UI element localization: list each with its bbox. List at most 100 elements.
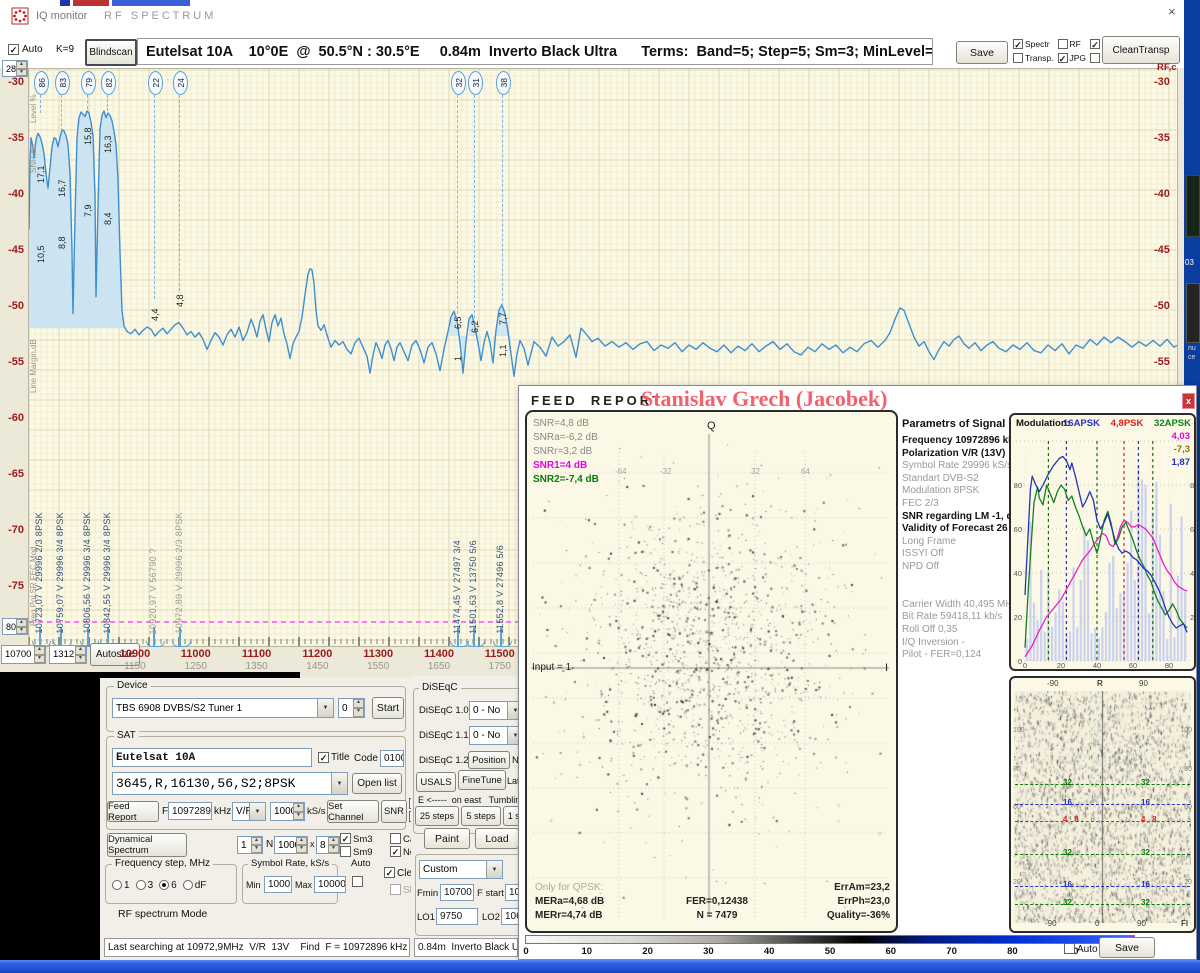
- lo1-field[interactable]: 9750: [436, 908, 478, 925]
- tuner-select[interactable]: TBS 6908 DVBS/S2 Tuner 1 ▼: [112, 698, 334, 718]
- scan-info-field: Eutelsat 10A 10°0E @ 50.5°N : 30.5°E 0.8…: [137, 38, 933, 65]
- desktop-icon-label: nu ce: [1188, 345, 1196, 361]
- fstart-field[interactable]: 10700: [505, 884, 518, 901]
- carrier-marker-badge: 24: [173, 71, 188, 95]
- signal-param-line: Standart DVB-S2: [902, 472, 979, 484]
- auto-checkbox[interactable]: ✓: [8, 44, 19, 55]
- toolbar-option-jpg[interactable]: ✓ JPG: [1057, 51, 1086, 65]
- diseqc-step-button[interactable]: 5 steps: [461, 806, 501, 826]
- dynamical-spectrum-button[interactable]: Dynamical Spectrum: [107, 833, 187, 857]
- feed-save-button[interactable]: Save: [1099, 937, 1155, 958]
- level-top-spinner[interactable]: 28 ▲ ▼: [2, 60, 28, 77]
- transponder-label: 10806,56 V 29996 3/4 8PSK: [82, 512, 92, 634]
- diseqc-panel: DiSEqC DiSEqC 1.0 0 - No ▼ DiSEqC 1.1 0 - No…: [411, 676, 518, 960]
- radio-icon[interactable]: [112, 880, 122, 890]
- set-channel-button[interactable]: Set Channel: [327, 800, 379, 823]
- checkbox-icon[interactable]: [1057, 39, 1068, 49]
- diseqc-step-button[interactable]: 1 step: [503, 806, 518, 826]
- fmin-spinner[interactable]: 10700 ▲ ▼: [1, 645, 46, 664]
- diseqc-row-select[interactable]: 0 - No ▼: [469, 726, 518, 745]
- diseqc-step-button[interactable]: 25 steps: [415, 806, 459, 826]
- lo2-field[interactable]: 10600: [501, 908, 518, 925]
- x-axis-if-label: 1350: [245, 661, 268, 672]
- constellation-stat: MERa=4,68 dB: [535, 896, 605, 907]
- taskbar[interactable]: [0, 960, 1200, 973]
- sm9-checkbox[interactable]: [340, 846, 351, 857]
- satellite-name-field[interactable]: Eutelsat 10A: [112, 748, 312, 767]
- feed-report-button[interactable]: Feed Report: [107, 801, 159, 823]
- noise-checkbox[interactable]: ✓: [390, 846, 401, 857]
- channel-select[interactable]: 3645,R,16130,56,S2;8PSK ▼: [112, 772, 348, 795]
- window-close-icon[interactable]: ×: [1168, 4, 1176, 19]
- fi-threshold-label: 32: [1141, 848, 1150, 857]
- lnb-type-select[interactable]: Custom ▼: [419, 860, 503, 879]
- level-bottom-spinner[interactable]: 80 ▲ ▼: [2, 618, 28, 635]
- show-iq-checkbox[interactable]: [390, 884, 401, 895]
- calibr-checkbox[interactable]: [390, 833, 401, 844]
- radio-icon[interactable]: [135, 880, 146, 890]
- fi-threshold-label: 4 8: [1063, 815, 1079, 824]
- toolbar-option-spectr[interactable]: ✓ Spectr: [1013, 37, 1054, 51]
- title-checkbox[interactable]: ✓: [318, 752, 329, 763]
- checkbox-icon[interactable]: ✓: [1090, 39, 1101, 50]
- snr-button[interactable]: SNR: [381, 800, 407, 823]
- radio-icon[interactable]: [182, 880, 193, 890]
- khz-label: kHz: [214, 806, 232, 817]
- paint-button[interactable]: Paint: [424, 828, 470, 849]
- carrier-margin-label: 8,4: [103, 212, 113, 225]
- min-field[interactable]: 1000: [264, 876, 292, 893]
- signal-param-line: I/Q Inversion -: [902, 636, 965, 648]
- save-spectrum-button[interactable]: Save: [956, 41, 1008, 64]
- svg-text:40: 40: [1190, 569, 1194, 578]
- max-field[interactable]: 10000: [314, 876, 346, 893]
- diseqc-row-select[interactable]: 0 - No ▼: [469, 701, 518, 720]
- span-spinner[interactable]: 1312 ▲ ▼: [49, 645, 87, 664]
- desktop-icon[interactable]: [1186, 175, 1200, 237]
- scale-tick-label: 80: [1007, 946, 1018, 957]
- finetune-button[interactable]: FineTune: [458, 770, 506, 790]
- tuner-index-spinner[interactable]: 0 ▲ ▼: [338, 698, 365, 718]
- frequency-field[interactable]: 10972896: [168, 802, 212, 820]
- freq-step-option-1[interactable]: 1: [112, 880, 130, 891]
- auto-sr-checkbox[interactable]: [352, 876, 363, 887]
- carrier-marker-badge: 79: [81, 71, 96, 95]
- open-list-button[interactable]: Open list: [352, 773, 402, 794]
- carrier-number: 79: [83, 78, 94, 88]
- symbolrate-spinner[interactable]: 1000▲▼: [270, 802, 305, 821]
- blindscan-button[interactable]: Blindscan: [85, 39, 137, 66]
- toolbar-option-transp[interactable]: Transp.: [1013, 51, 1054, 65]
- carrier-number: 32: [453, 78, 464, 88]
- checkbox-icon[interactable]: ✓: [1057, 53, 1068, 64]
- feed-auto-checkbox[interactable]: [1064, 943, 1075, 954]
- usals-button[interactable]: USALS: [416, 772, 456, 792]
- checkbox-icon[interactable]: ✓: [1013, 39, 1023, 50]
- checkbox-icon[interactable]: [1013, 53, 1023, 63]
- n-spinner[interactable]: 1000▲▼: [274, 836, 308, 854]
- toolbar-option-rf[interactable]: RF: [1057, 37, 1087, 51]
- freq-step-option-dF[interactable]: dF: [182, 880, 206, 891]
- y-axis-tick-label: -40: [8, 188, 24, 200]
- start-button[interactable]: Start: [372, 697, 404, 719]
- sm3-checkbox[interactable]: ✓: [340, 833, 351, 844]
- freq-step-option-3[interactable]: 3: [135, 880, 153, 891]
- fmin-field[interactable]: 10700: [440, 884, 474, 901]
- scale-tick-label: 0: [523, 946, 529, 957]
- feed-close-button[interactable]: x: [1182, 393, 1195, 409]
- load-button[interactable]: Load: [475, 828, 518, 849]
- f-label: F: [162, 806, 169, 817]
- carrier-snr-label: 7,7: [498, 312, 508, 325]
- modulation-legend: 16APSK 4,8PSK 32APSK: [1063, 418, 1191, 429]
- cleantransp-button[interactable]: CleanTransp: [1102, 36, 1180, 64]
- checkbox-icon[interactable]: [1090, 53, 1101, 63]
- y-axis-tick-label: -70: [8, 524, 24, 536]
- radio-icon[interactable]: [159, 880, 170, 890]
- loop-spinner[interactable]: 1 ▲ ▼: [237, 836, 263, 854]
- clear-loop-checkbox[interactable]: ✓: [384, 867, 395, 878]
- polarization-select[interactable]: V/R▼: [232, 802, 266, 821]
- position-button[interactable]: Position: [468, 751, 510, 769]
- autosize-button[interactable]: Autosize: [90, 643, 140, 666]
- freq-step-option-6[interactable]: 6: [159, 880, 177, 891]
- desktop-icon[interactable]: [1186, 283, 1200, 343]
- x8-spinner[interactable]: 8 ▲ ▼: [316, 836, 340, 854]
